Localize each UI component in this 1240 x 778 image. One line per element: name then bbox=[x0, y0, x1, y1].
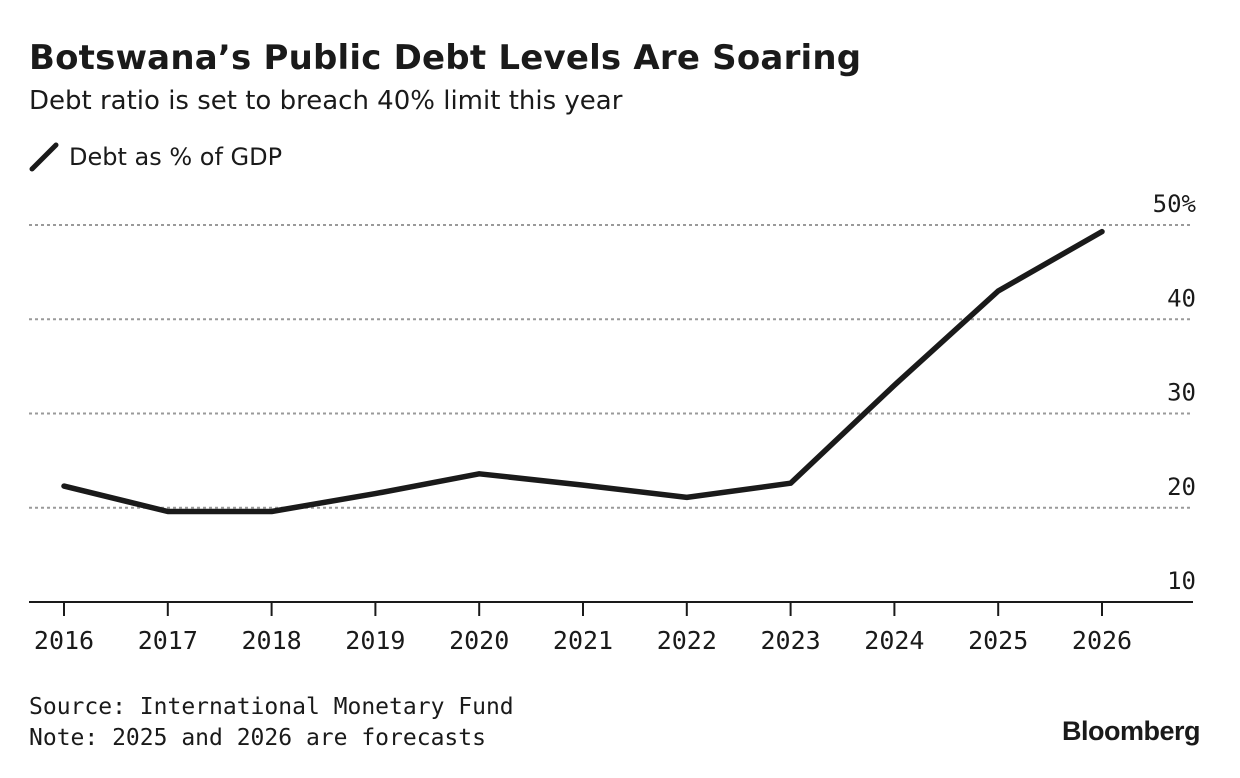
chart-subtitle: Debt ratio is set to breach 40% limit th… bbox=[29, 86, 623, 116]
y-tick-label: 40 bbox=[1167, 284, 1196, 312]
x-axis bbox=[29, 601, 1193, 616]
legend-label: Debt as % of GDP bbox=[69, 143, 283, 171]
x-tick-label: 2023 bbox=[760, 626, 820, 655]
series-line-debt-gdp bbox=[61, 228, 1105, 515]
y-tick-label: 50% bbox=[1153, 190, 1197, 218]
legend: Debt as % of GDP bbox=[29, 142, 282, 172]
x-tick-label: 2025 bbox=[968, 626, 1028, 655]
series bbox=[61, 228, 1105, 515]
x-tick-label: 2019 bbox=[345, 626, 405, 655]
x-tick-label: 2024 bbox=[864, 626, 924, 655]
chart-title: Botswana’s Public Debt Levels Are Soarin… bbox=[29, 38, 862, 78]
gridlines bbox=[29, 224, 1193, 509]
y-tick-label: 20 bbox=[1167, 473, 1196, 501]
x-tick-labels: 2016 2017 2018 2019 2020 2021 2022 2023 2024 2025… bbox=[34, 626, 1132, 655]
y-tick-label: 10 bbox=[1167, 567, 1196, 595]
y-tick-labels: 10 20 30 40 50% bbox=[1153, 190, 1197, 595]
legend-line-icon bbox=[29, 142, 59, 172]
x-tick-label: 2026 bbox=[1072, 626, 1132, 655]
x-tick-label: 2020 bbox=[449, 626, 509, 655]
x-tick-label: 2021 bbox=[553, 626, 613, 655]
line-chart: 10 20 30 40 50% 2016 2017 2018 2019 2020 2021 2022… bbox=[29, 190, 1197, 655]
source-note: Source: International Monetary Fund bbox=[29, 694, 514, 720]
bloomberg-logo: Bloomberg bbox=[1061, 716, 1201, 746]
x-tick-label: 2016 bbox=[34, 626, 94, 655]
y-tick-label: 30 bbox=[1167, 379, 1196, 407]
x-tick-label: 2022 bbox=[657, 626, 717, 655]
forecast-note: Note: 2025 and 2026 are forecasts bbox=[29, 725, 486, 751]
x-tick-label: 2017 bbox=[138, 626, 198, 655]
x-tick-label: 2018 bbox=[241, 626, 301, 655]
